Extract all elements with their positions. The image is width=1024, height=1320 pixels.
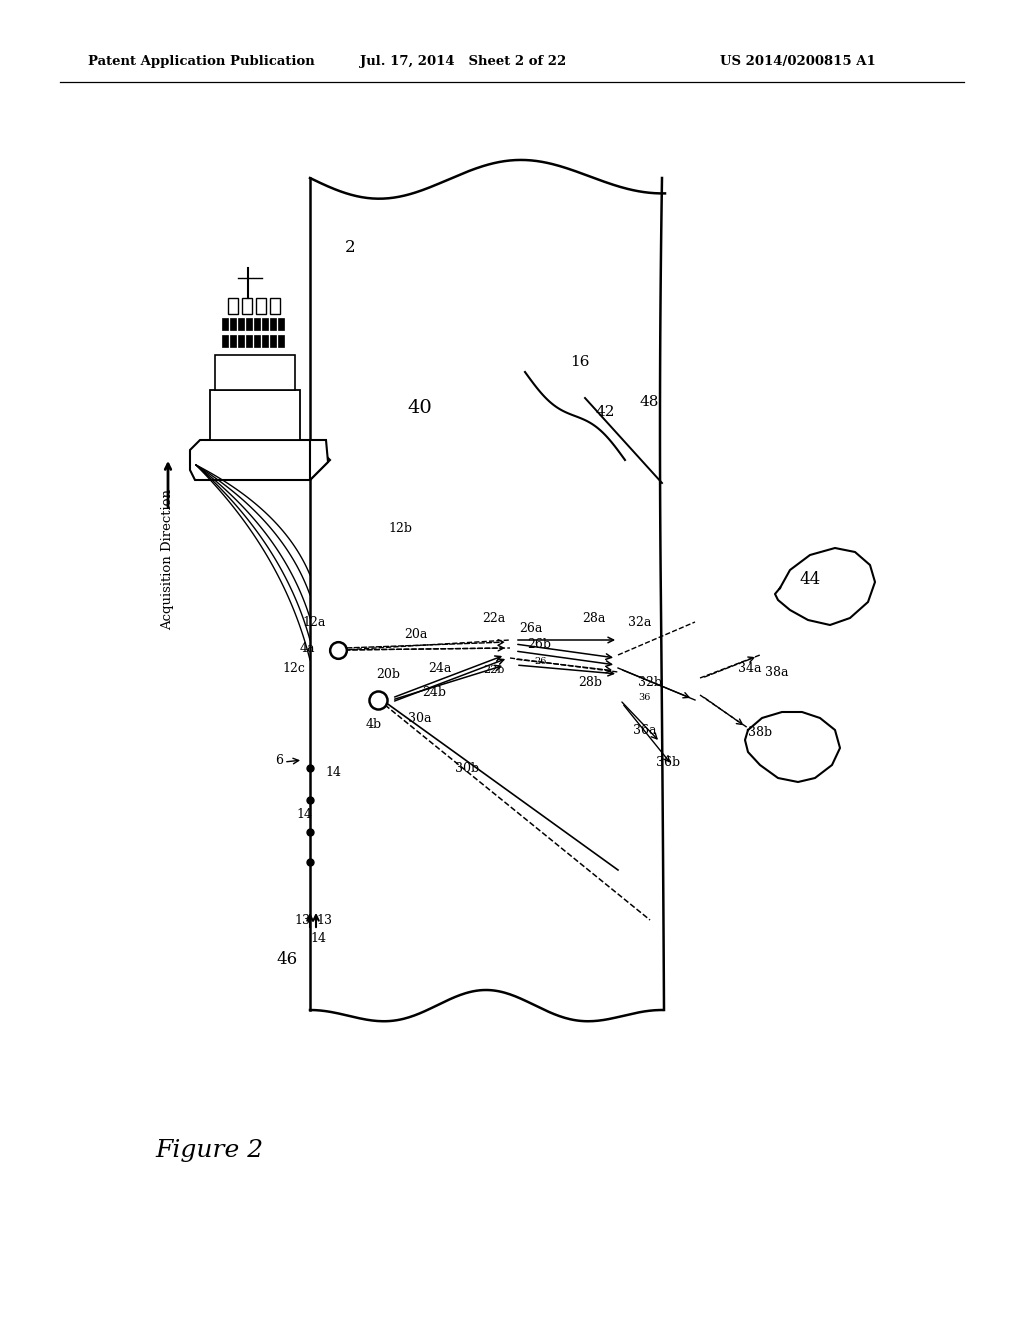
Text: 14: 14 <box>325 766 341 779</box>
Bar <box>246 335 252 347</box>
Text: 44: 44 <box>800 572 820 589</box>
Text: 12c: 12c <box>282 661 305 675</box>
Text: 4b: 4b <box>366 718 382 730</box>
Bar <box>228 298 238 314</box>
Text: 28a: 28a <box>582 611 605 624</box>
Polygon shape <box>215 355 295 389</box>
Bar <box>222 335 228 347</box>
Bar <box>230 335 236 347</box>
Text: 14: 14 <box>296 808 312 821</box>
Text: 30b: 30b <box>455 762 479 775</box>
Text: 26a: 26a <box>519 622 543 635</box>
Text: 36a: 36a <box>633 723 656 737</box>
Text: 20a: 20a <box>404 627 427 640</box>
Bar <box>238 335 244 347</box>
Text: Figure 2: Figure 2 <box>155 1138 263 1162</box>
Text: Jul. 17, 2014   Sheet 2 of 22: Jul. 17, 2014 Sheet 2 of 22 <box>360 55 566 69</box>
Bar <box>238 318 244 330</box>
Text: 2: 2 <box>345 239 355 256</box>
Bar <box>270 335 276 347</box>
Text: 4a: 4a <box>300 642 315 655</box>
Text: 48: 48 <box>640 395 659 409</box>
Bar <box>278 318 284 330</box>
Text: 24a: 24a <box>428 661 452 675</box>
Text: US 2014/0200815 A1: US 2014/0200815 A1 <box>720 55 876 69</box>
Bar <box>270 318 276 330</box>
Text: 13: 13 <box>294 913 310 927</box>
Text: 12b: 12b <box>388 521 412 535</box>
Text: 22b: 22b <box>483 665 505 675</box>
Bar <box>254 318 260 330</box>
Text: 32b: 32b <box>638 676 662 689</box>
Polygon shape <box>210 389 300 440</box>
Polygon shape <box>310 440 328 480</box>
Bar <box>278 335 284 347</box>
Text: 32a: 32a <box>628 615 651 628</box>
Text: 42: 42 <box>595 405 614 418</box>
Bar <box>254 335 260 347</box>
Text: 16: 16 <box>570 355 590 370</box>
Bar <box>262 335 268 347</box>
Text: 38a: 38a <box>765 665 788 678</box>
Bar <box>270 298 280 314</box>
Text: 6: 6 <box>275 754 283 767</box>
Text: 36: 36 <box>638 693 650 702</box>
Text: 22a: 22a <box>482 611 505 624</box>
Bar <box>256 298 266 314</box>
Bar <box>246 318 252 330</box>
Text: 26: 26 <box>534 657 547 667</box>
Text: Acquisition Direction: Acquisition Direction <box>162 490 174 631</box>
Text: 38b: 38b <box>748 726 772 739</box>
Text: 36b: 36b <box>656 755 680 768</box>
Polygon shape <box>190 440 330 480</box>
Bar <box>222 318 228 330</box>
Text: 46: 46 <box>276 952 297 969</box>
Text: 30a: 30a <box>408 711 431 725</box>
Text: 28b: 28b <box>578 676 602 689</box>
Bar <box>242 298 252 314</box>
Bar <box>262 318 268 330</box>
Text: 34a: 34a <box>738 661 762 675</box>
Text: 26b: 26b <box>527 639 551 652</box>
Text: 40: 40 <box>408 399 432 417</box>
Text: 24b: 24b <box>422 685 446 698</box>
Text: 13: 13 <box>316 913 332 927</box>
Text: 12a: 12a <box>302 615 326 628</box>
Bar <box>230 318 236 330</box>
Text: 20b: 20b <box>376 668 400 681</box>
Text: Patent Application Publication: Patent Application Publication <box>88 55 314 69</box>
Text: 14: 14 <box>310 932 326 945</box>
